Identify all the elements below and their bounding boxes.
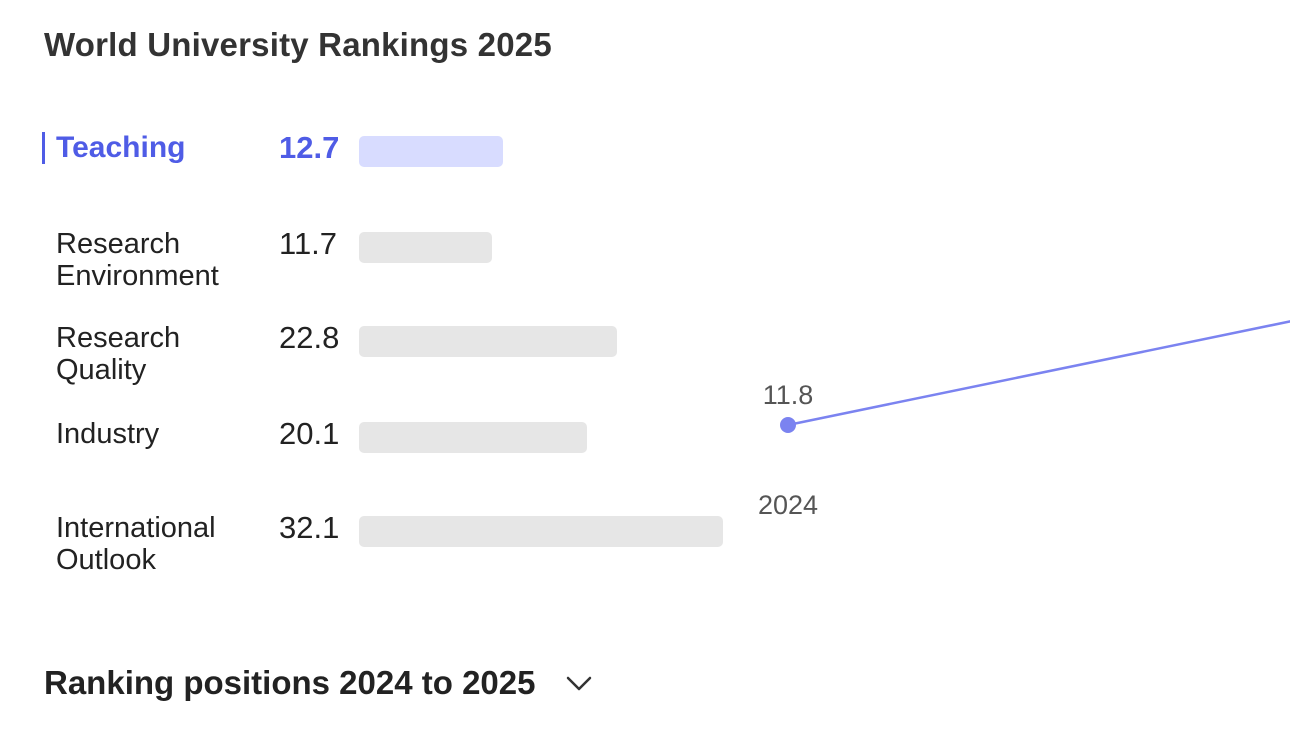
- metric-value: 11.7: [279, 226, 338, 261]
- metric-label: Research Quality: [56, 322, 181, 386]
- metric-row-industry[interactable]: Industry 20.1: [42, 418, 742, 498]
- selected-indicator: [42, 132, 45, 164]
- metric-value: 22.8: [279, 320, 340, 355]
- x-tick-label: 2024: [758, 490, 818, 520]
- metric-value: 12.7: [279, 130, 340, 165]
- metric-bar: [359, 136, 503, 167]
- metric-row-teaching[interactable]: Teaching 12.7: [42, 132, 742, 212]
- ranking-positions-toggle[interactable]: Ranking positions 2024 to 2025: [44, 664, 594, 702]
- metric-row-international-outlook[interactable]: International Outlook 32.1: [42, 512, 742, 592]
- metric-label: International Outlook: [56, 512, 216, 576]
- trend-point-2024[interactable]: [780, 417, 796, 433]
- trend-point-label: 11.8: [763, 380, 814, 410]
- section-title: Ranking positions 2024 to 2025: [44, 664, 536, 701]
- metric-bar: [359, 516, 723, 547]
- metric-label: Teaching: [56, 131, 186, 164]
- trend-line-chart: 11.8 2024: [758, 320, 1290, 520]
- trend-line: [787, 320, 1290, 427]
- metric-label: Industry: [56, 418, 160, 450]
- metric-value: 32.1: [279, 510, 340, 545]
- metric-bar: [359, 326, 617, 357]
- page-title: World University Rankings 2025: [44, 26, 552, 63]
- metric-bar: [359, 232, 492, 263]
- metric-row-research-quality[interactable]: Research Quality 22.8: [42, 322, 742, 402]
- chevron-down-icon: [566, 676, 591, 691]
- metric-bar: [359, 422, 587, 453]
- metric-label: Research Environment: [56, 228, 219, 292]
- metric-value: 20.1: [279, 416, 340, 451]
- metric-row-research-environment[interactable]: Research Environment 11.7: [42, 228, 742, 308]
